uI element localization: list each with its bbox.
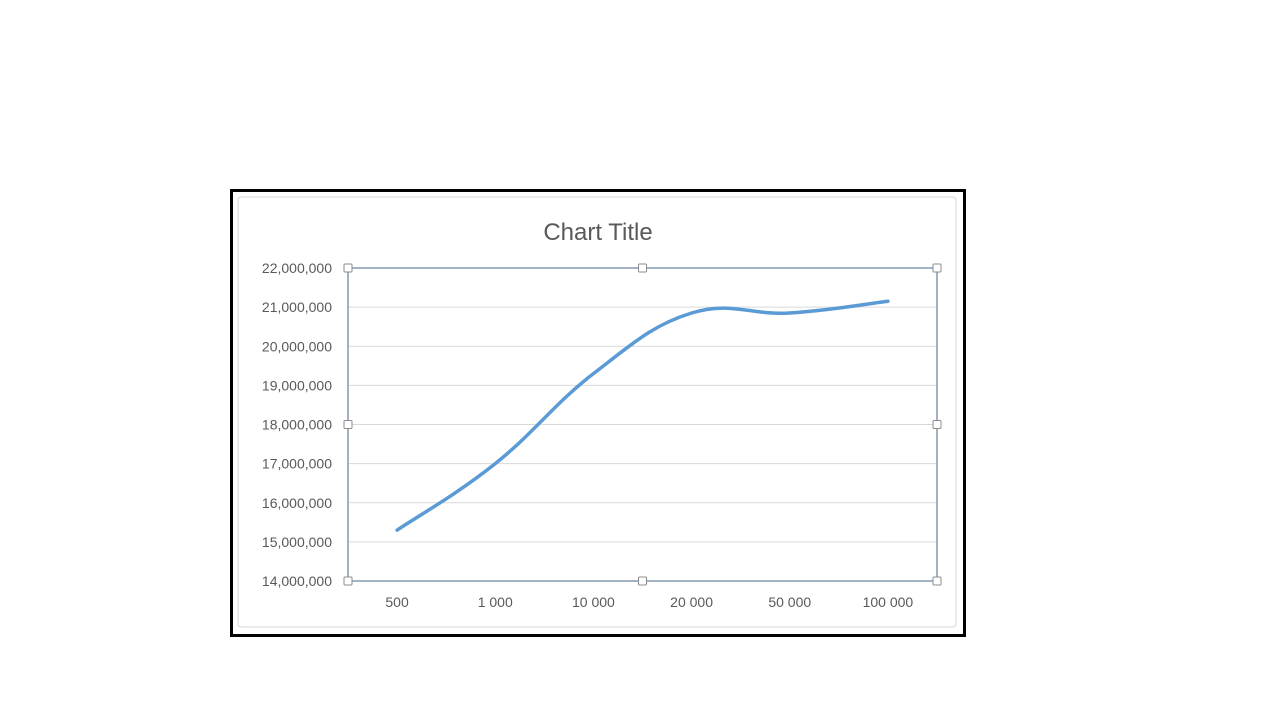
x-tick-label: 50 000 [768,594,811,610]
x-axis-tick-labels: 500 1 000 10 000 20 000 50 000 100 000 [385,594,913,610]
y-tick-label: 21,000,000 [262,299,332,315]
resize-handle[interactable] [932,576,942,586]
y-tick-label: 15,000,000 [262,534,332,550]
y-tick-label: 14,000,000 [262,573,332,589]
resize-handle[interactable] [343,576,353,586]
resize-handle[interactable] [343,420,353,429]
resize-handle[interactable] [638,576,647,586]
chart-container[interactable]: 14,000,000 15,000,000 16,000,000 17,000,000… [230,189,966,637]
resize-handle[interactable] [638,263,647,273]
line-chart[interactable]: 14,000,000 15,000,000 16,000,000 17,000,000… [233,192,963,634]
series-line[interactable] [395,299,890,532]
x-tick-label: 500 [385,594,409,610]
resize-handle[interactable] [932,263,942,273]
resize-handle[interactable] [932,420,942,429]
selection-handles[interactable] [343,263,942,586]
x-tick-label: 10 000 [572,594,615,610]
chart-title[interactable]: Chart Title [543,219,652,246]
y-tick-label: 16,000,000 [262,495,332,511]
gridlines [348,267,937,582]
x-tick-label: 20 000 [670,594,713,610]
y-tick-label: 22,000,000 [262,260,332,276]
resize-handle[interactable] [343,263,353,273]
y-axis-tick-labels: 14,000,000 15,000,000 16,000,000 17,000,000… [262,260,332,589]
x-tick-label: 100 000 [863,594,914,610]
y-tick-label: 19,000,000 [262,377,332,393]
y-tick-label: 20,000,000 [262,338,332,354]
x-tick-label: 1 000 [478,594,513,610]
y-tick-label: 18,000,000 [262,417,332,433]
series-points [395,299,890,532]
chart-area-border [237,196,957,628]
y-tick-label: 17,000,000 [262,456,332,472]
